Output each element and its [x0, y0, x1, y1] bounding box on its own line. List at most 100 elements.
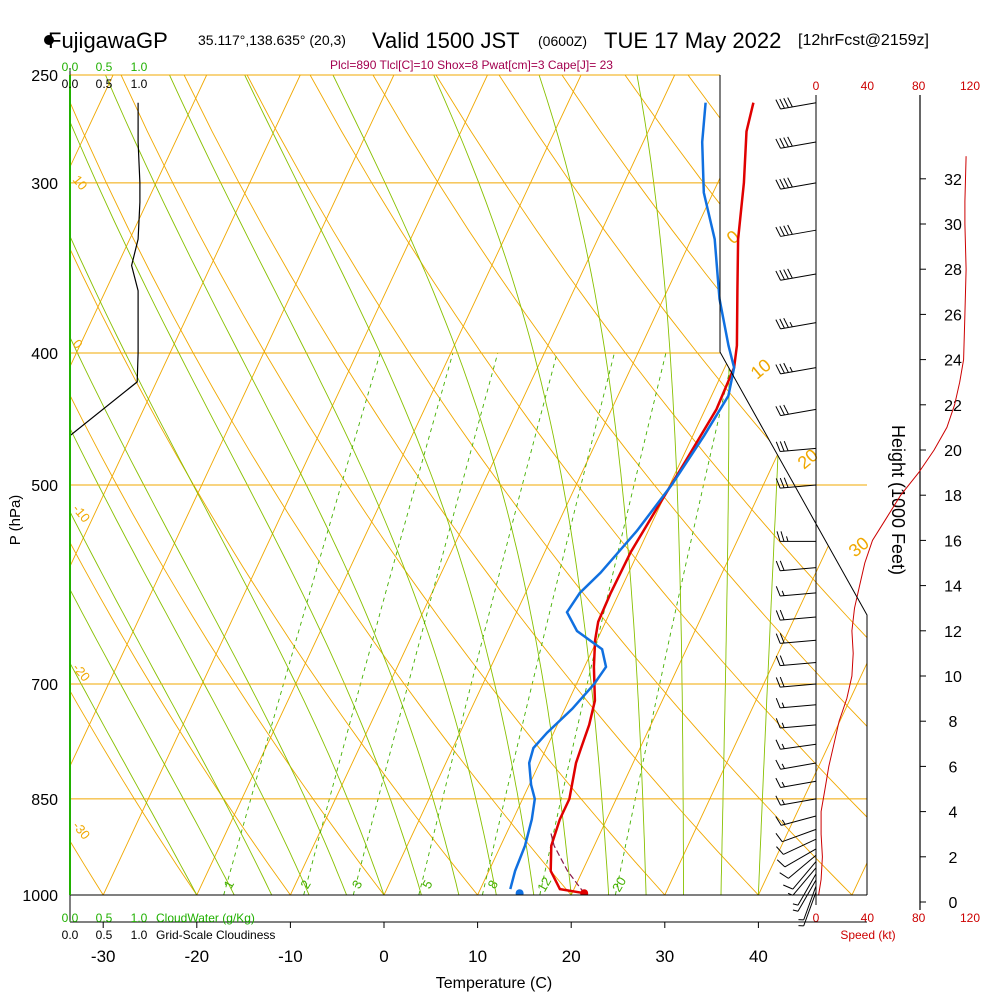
wind-barb-half-flag — [789, 321, 793, 328]
wind-barb-flag — [787, 224, 793, 235]
height-tick-label: 28 — [944, 262, 962, 279]
height-tick-label: 12 — [944, 624, 962, 641]
wind-barb-flag — [775, 633, 781, 644]
wind-barb-flag — [775, 759, 781, 770]
wind-barb-flag — [779, 441, 785, 452]
wind-barb-shaft — [780, 743, 817, 750]
wind-barb-flag — [783, 178, 789, 188]
dewpoint-profile — [509, 102, 736, 890]
wind-barb-flag — [779, 633, 785, 644]
wind-barb-flag — [779, 405, 785, 416]
wind-barb-flag — [787, 268, 793, 279]
wind-barb-half-flag — [781, 799, 785, 805]
speed-tick-bottom: 80 — [912, 911, 926, 925]
speed-axis-label: Speed (kt) — [840, 928, 895, 942]
x-tick-label: -30 — [91, 947, 116, 966]
wind-barb-shaft — [792, 861, 817, 890]
station-name: FujigawaGP — [48, 28, 168, 53]
wind-barb-half-flag — [781, 763, 785, 769]
wind-barb-shaft — [780, 798, 817, 806]
dry-adiabat-label: -10 — [70, 501, 94, 525]
wind-barb-half-flag — [781, 781, 785, 787]
moist-adiabat — [433, 75, 610, 895]
wind-barb-flag — [779, 270, 785, 280]
wind-barb-flag — [775, 226, 781, 237]
cloudiness-profile — [70, 102, 141, 437]
moist-adiabat-label: 30 — [845, 533, 873, 561]
wind-barb-shaft — [780, 273, 817, 281]
dry-adiabat — [70, 75, 198, 895]
wind-barb-shaft — [780, 484, 817, 489]
mixing-ratio-label: 12 — [534, 874, 554, 894]
wind-barb-shaft — [780, 724, 817, 729]
x-tick-label: 20 — [562, 947, 581, 966]
wind-barb-flag — [775, 718, 781, 729]
moist-adiabat — [70, 75, 273, 895]
wind-barb-shaft — [797, 873, 817, 906]
cloudiness-tick-bottom: 0.0 — [62, 928, 79, 942]
dry-adiabat — [0, 75, 10, 895]
wind-barb-half-flag — [781, 743, 785, 749]
wind-barb-flag — [783, 404, 789, 415]
wind-barb-flag — [779, 560, 785, 571]
height-tick-label: 0 — [949, 895, 958, 912]
height-tick-label: 10 — [944, 669, 962, 686]
wind-barb-flag — [779, 98, 785, 109]
wind-barb-flag — [775, 319, 781, 330]
speed-tick-bottom: 0 — [813, 911, 820, 925]
x-tick-label: 30 — [655, 947, 674, 966]
wind-barb-flag — [775, 610, 781, 621]
height-tick-label: 16 — [944, 533, 962, 550]
cloudiness-tick-top: 0.0 — [62, 77, 79, 91]
wind-barb-shaft — [780, 141, 817, 149]
mixing-ratio-label: 2 — [297, 877, 314, 891]
cloud-water-tick-bottom: 1.0 — [131, 911, 148, 925]
wind-barb-shaft — [797, 879, 817, 912]
wind-barb-flag — [775, 795, 781, 806]
x-tick-label: 0 — [379, 947, 388, 966]
wind-barb-flag — [775, 816, 782, 826]
dry-adiabat — [246, 75, 853, 895]
wind-barb-flag — [779, 178, 785, 189]
wind-barb-flag — [783, 98, 789, 108]
wind-barb-half-flag — [792, 903, 799, 906]
wind-barb-shaft — [803, 885, 817, 921]
wind-barb-flag — [787, 177, 793, 188]
height-tick-label: 6 — [949, 759, 958, 776]
wind-barb-shaft — [784, 848, 817, 868]
height-tick-label: 20 — [944, 443, 962, 460]
wind-barb-flag — [779, 676, 785, 687]
wind-barb-shaft — [783, 838, 817, 855]
wind-barb-flag — [783, 362, 789, 373]
mixing-ratio-label: 1 — [221, 877, 238, 891]
wind-barb-flag — [775, 478, 781, 489]
mixing-ratio-line — [303, 352, 454, 895]
dry-adiabat — [70, 75, 478, 895]
height-tick-label: 26 — [944, 307, 962, 324]
wind-barb-flag — [783, 884, 794, 890]
cloudiness-tick-bottom: 0.5 — [96, 928, 113, 942]
mixing-ratio-label: 8 — [484, 877, 501, 891]
wind-barb-shaft — [780, 102, 817, 110]
height-tick-label: 14 — [944, 579, 962, 596]
dry-adiabat — [70, 75, 385, 895]
wind-barb-flag — [775, 833, 783, 842]
pressure-tick-label: 400 — [31, 346, 58, 363]
wind-barb-flag — [779, 609, 785, 620]
mixing-ratio-label: 20 — [609, 874, 629, 894]
pressure-tick-label: 700 — [31, 677, 58, 694]
mixing-ratio-line — [352, 352, 499, 895]
stability-indices: Plcl=890 Tlcl[C]=10 Shox=8 Pwat[cm]=3 Ca… — [330, 58, 613, 72]
speed-tick-bottom: 120 — [960, 911, 980, 925]
moist-adiabat — [70, 75, 348, 895]
wind-barb-flag — [779, 477, 785, 488]
wind-barb-flag — [779, 138, 785, 148]
wind-barb-shaft — [781, 815, 817, 826]
wind-barb-shaft — [780, 182, 817, 190]
pressure-tick-label: 500 — [31, 478, 58, 495]
chart-right-boundary — [719, 75, 868, 895]
moist-adiabat — [538, 75, 647, 895]
isotherm-line — [851, 75, 867, 895]
wind-barb-flag — [775, 138, 781, 149]
